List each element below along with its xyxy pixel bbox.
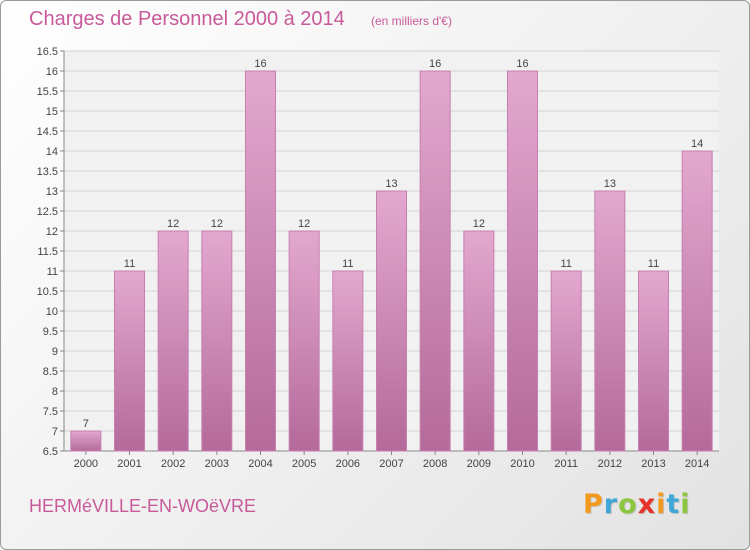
bar (550, 270, 582, 452)
y-tick-label: 8.5 (43, 366, 58, 378)
x-tick-label: 2003 (205, 458, 229, 470)
bar (157, 230, 189, 452)
y-tick-label: 12.5 (37, 206, 58, 218)
y-tick-label: 7.5 (43, 406, 58, 418)
bar (594, 190, 626, 452)
bar (681, 150, 713, 452)
y-tick-label: 11 (47, 266, 58, 278)
logo-letter: t (666, 489, 681, 520)
y-tick-label: 7 (52, 426, 58, 438)
x-tick-label: 2002 (161, 458, 185, 470)
bar (376, 190, 407, 452)
x-tick-label: 2009 (467, 458, 491, 470)
data-label: 16 (429, 58, 441, 70)
bar (288, 230, 320, 452)
x-tick-label: 2005 (292, 458, 316, 470)
logo-letter: x (637, 489, 657, 520)
bar (114, 270, 145, 452)
x-tick-label: 2000 (74, 458, 98, 470)
x-tick-label: 2011 (554, 458, 578, 470)
bar (245, 70, 276, 452)
x-tick-label: 2008 (423, 458, 447, 470)
logo-letter: i (680, 489, 691, 520)
proxiti-logo: Proxiti (583, 489, 691, 520)
y-tick-label: 6.5 (43, 446, 58, 458)
data-label: 16 (516, 58, 528, 70)
data-label: 7 (83, 418, 89, 430)
y-tick-label: 14.5 (37, 126, 58, 138)
y-tick-label: 11.5 (37, 246, 58, 258)
bar (201, 230, 233, 452)
data-label: 14 (691, 138, 703, 150)
data-label: 11 (124, 258, 135, 270)
y-tick-label: 13 (46, 186, 58, 198)
bar (638, 270, 669, 452)
bar (463, 230, 495, 452)
data-label: 12 (211, 218, 223, 230)
x-tick-label: 2013 (641, 458, 665, 470)
data-label: 11 (560, 258, 571, 270)
data-label: 13 (385, 178, 397, 190)
bar (507, 70, 538, 452)
data-label: 13 (604, 178, 616, 190)
bar (332, 270, 364, 452)
y-tick-label: 12 (46, 226, 58, 238)
y-tick-label: 16.5 (37, 46, 58, 58)
data-label: 11 (342, 258, 353, 270)
data-label: 12 (298, 218, 310, 230)
x-tick-label: 2012 (598, 458, 622, 470)
x-tick-label: 2010 (510, 458, 534, 470)
logo-letter: P (583, 489, 604, 520)
bar (419, 70, 451, 452)
chart-title: Charges de Personnel 2000 à 2014 (29, 8, 345, 30)
logo-letter: i (656, 489, 667, 520)
y-tick-label: 14 (46, 146, 58, 158)
x-tick-label: 2007 (379, 458, 403, 470)
x-tick-label: 2006 (336, 458, 360, 470)
x-tick-label: 2004 (248, 458, 272, 470)
x-tick-label: 2001 (117, 458, 141, 470)
logo-letter: r (603, 489, 619, 520)
y-tick-label: 9 (52, 346, 58, 358)
y-tick-label: 13.5 (37, 166, 58, 178)
bar (70, 430, 102, 452)
x-tick-label: 2014 (685, 458, 709, 470)
chart-subtitle: (en milliers d'€) (371, 14, 452, 28)
y-tick-label: 9.5 (43, 326, 58, 338)
y-tick-label: 8 (52, 386, 58, 398)
logo-letter: o (618, 489, 638, 520)
data-label: 12 (167, 218, 179, 230)
data-label: 12 (473, 218, 485, 230)
y-tick-label: 10 (46, 306, 58, 318)
y-tick-label: 16 (46, 66, 58, 78)
data-label: 11 (648, 258, 659, 270)
commune-name: HERMéVILLE-EN-WOëVRE (29, 496, 257, 516)
y-tick-label: 15 (46, 106, 58, 118)
y-tick-label: 15.5 (37, 86, 58, 98)
y-tick-label: 10.5 (37, 286, 58, 298)
data-label: 16 (254, 58, 266, 70)
